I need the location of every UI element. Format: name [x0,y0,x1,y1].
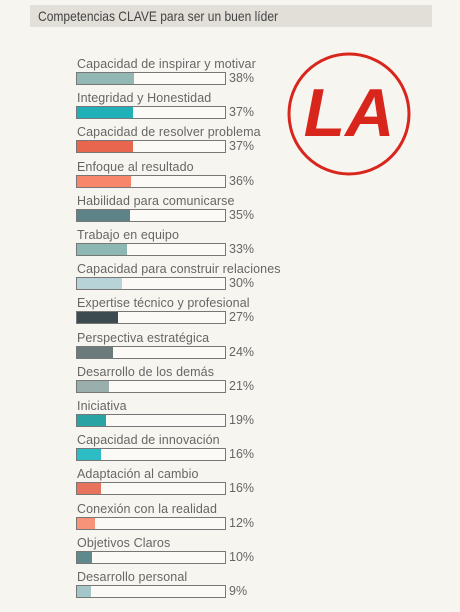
bar-label: Objetivos Claros [77,535,171,550]
logo-circle [287,52,411,176]
bar-value-label: 16% [229,481,255,496]
bar-item: Perspectiva estratégica 24% [76,331,276,365]
bar-value-label: 9% [229,584,248,598]
bar-item: Capacidad de resolver problema 37% [76,125,276,159]
bar-label: Iniciativa [77,399,127,413]
la-logo: LA [287,52,411,176]
bar-item: Conexión con la realidad 12% [76,502,276,536]
bar-track [76,243,226,256]
bar-item: Integridad y Honestidad 37% [76,91,276,125]
bar-label: Enfoque al resultado [77,159,194,174]
bar-label: Expertise técnico y profesional [77,296,250,311]
bar-track [76,414,226,427]
bar-fill [77,141,133,153]
bar-label: Conexión con la realidad [77,501,217,516]
bar-value-label: 36% [229,173,255,188]
bar-label: Trabajo en equipo [77,228,180,242]
bar-label: Integridad y Honestidad [77,91,212,106]
bar-fill [77,586,91,597]
bar-value-label: 35% [229,207,255,222]
bar-fill [77,483,101,495]
bar-item: Trabajo en equipo 33% [76,228,276,262]
bar-fill [77,517,95,529]
bar-fill [77,175,131,187]
bar-label: Capacidad de resolver problema [77,125,261,140]
bar-fill [77,346,113,358]
bar-label: Perspectiva estratégica [77,330,210,345]
bar-track [76,208,226,222]
bar-value-label: 24% [229,344,255,359]
bar-track [76,516,226,530]
bar-fill [77,551,92,563]
bar-item: Desarrollo personal 9% [76,570,276,604]
bar-track [76,345,226,359]
bar-item: Adaptación al cambio 16% [76,467,276,501]
bar-value-label: 27% [229,310,255,325]
bar-item: Capacidad de innovación 16% [76,433,276,467]
bar-value-label: 10% [229,549,255,564]
bar-track [76,277,226,291]
bar-value-label: 12% [229,515,255,530]
bar-fill [77,278,122,290]
bar-fill [77,73,134,84]
bar-track [76,448,226,462]
bar-track [76,106,226,120]
bar-item: Expertise técnico y profesional 27% [76,296,276,330]
bar-track [76,174,226,188]
bar-label: Capacidad de innovación [77,433,220,448]
bar-track [76,72,226,85]
bar-item: Iniciativa 19% [76,399,276,433]
bar-value-label: 37% [229,105,255,120]
bar-item: Enfoque al resultado 36% [76,160,276,194]
bar-item: Habilidad para comunicarse 35% [76,194,276,228]
chart-title: Competencias CLAVE para ser un buen líde… [38,8,279,24]
bar-value-label: 19% [229,413,255,427]
bar-value-label: 38% [229,71,255,85]
bar-label: Desarrollo personal [77,570,188,584]
bar-fill [77,312,118,324]
bar-label: Desarrollo de los demás [77,364,215,379]
bar-value-label: 30% [229,276,255,291]
bar-value-label: 16% [229,447,255,462]
bar-track [76,550,226,564]
bar-track [76,140,226,154]
bar-fill [77,244,127,255]
bar-fill [77,415,106,426]
title-bar: Competencias CLAVE para ser un buen líde… [30,5,432,27]
bar-label: Adaptación al cambio [77,467,199,482]
bar-track [76,585,226,598]
bar-value-label: 21% [229,378,255,393]
bar-track [76,482,226,496]
bar-value-label: 33% [229,242,255,256]
logo-text: LA [304,75,395,151]
bar-track [76,311,226,325]
bar-fill [77,209,130,221]
bar-fill [77,449,101,461]
bar-item: Capacidad de inspirar y motivar 38% [76,57,276,91]
bar-value-label: 37% [229,139,255,154]
bar-fill [77,380,109,392]
bar-track [76,379,226,393]
bar-label: Habilidad para comunicarse [77,193,235,208]
bar-label: Capacidad de inspirar y motivar [77,57,256,71]
bar-item: Capacidad para construir relaciones 30% [76,262,281,296]
bar-item: Objetivos Claros 10% [76,536,276,570]
bar-item: Desarrollo de los demás 21% [76,365,276,399]
bar-fill [77,107,133,119]
bar-label: Capacidad para construir relaciones [77,262,281,277]
